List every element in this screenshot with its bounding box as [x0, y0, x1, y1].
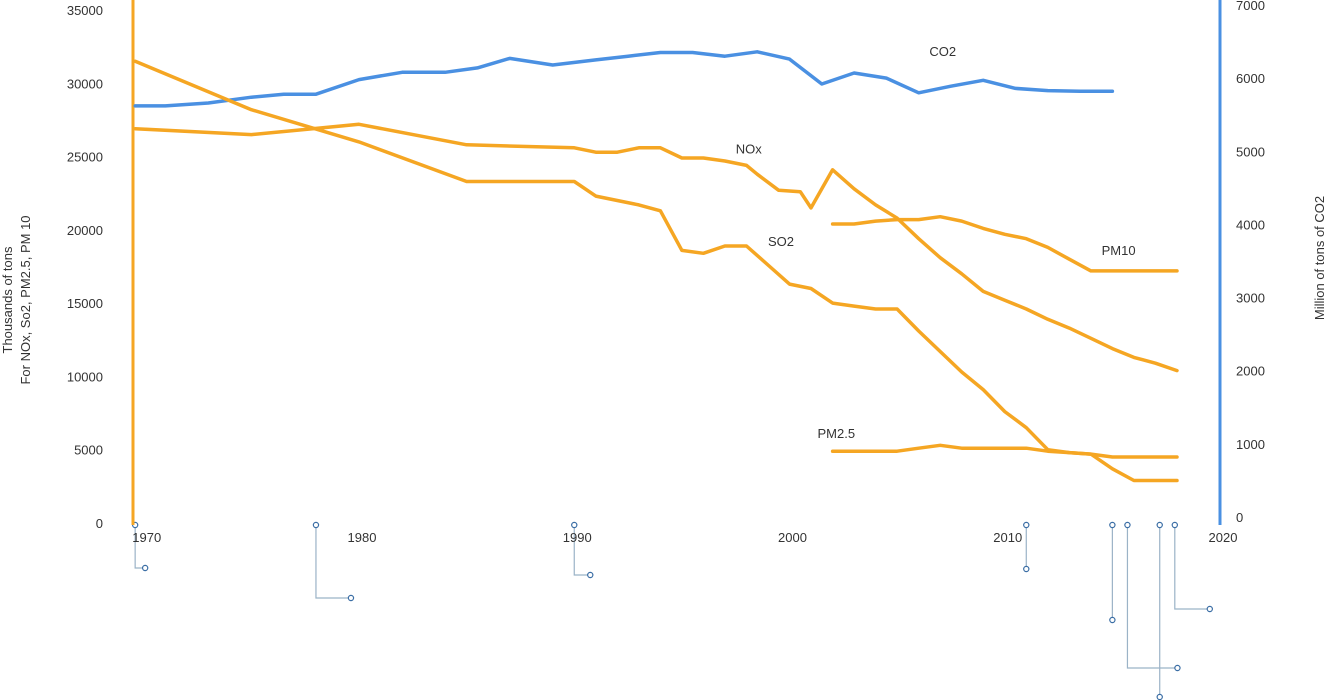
right-tick-label: 4000: [1236, 217, 1265, 232]
series-line-co2[interactable]: [133, 50, 1115, 108]
annotation-end-dot[interactable]: [1109, 616, 1116, 624]
series-label-nox: NOx: [736, 142, 763, 157]
left-tick-label: 15000: [67, 296, 103, 311]
annotation-end-dot[interactable]: [1023, 565, 1030, 573]
x-tick-label: 2020: [1209, 530, 1238, 545]
series-line-pm25[interactable]: [830, 443, 1179, 459]
x-tick-label: 1980: [348, 530, 377, 545]
right-axis: 0 1000 2000 3000 4000 5000 6000 7000: [1218, 0, 1265, 525]
annotation-end-dot[interactable]: [1156, 693, 1163, 700]
series-label-co2: CO2: [929, 44, 956, 59]
annotation-end-dot[interactable]: [141, 564, 149, 572]
right-axis-title: Million of tons of CO2: [1312, 196, 1326, 320]
annotation-anchor-dot[interactable]: [1023, 521, 1030, 529]
annotation-anchor-dot[interactable]: [312, 521, 320, 529]
series-line-pm10[interactable]: [830, 214, 1179, 273]
annotation-anchor-dot[interactable]: [571, 521, 578, 529]
left-axis: 0 5000 10000 15000 20000 25000 30000 35000: [67, 0, 135, 531]
left-axis-title-line2: For NOx, So2, PM2.5, PM 10: [18, 215, 33, 384]
x-tick-label: 2000: [778, 530, 807, 545]
annotation-anchor-dot[interactable]: [1109, 521, 1116, 529]
right-tick-label: 1000: [1236, 437, 1265, 452]
x-axis: 1970 1980 1990 2000 2010 2020: [132, 530, 1237, 545]
annotation-anchor-dot[interactable]: [1156, 521, 1163, 529]
left-tick-label: 30000: [67, 76, 103, 91]
series-label-pm10: PM10: [1102, 243, 1136, 258]
right-tick-label: 2000: [1236, 364, 1265, 379]
left-tick-label: 25000: [67, 150, 103, 165]
annotation-leader: [1174, 525, 1210, 610]
left-tick-label: 20000: [67, 223, 103, 238]
annotation-leader: [573, 525, 591, 576]
right-tick-label: 5000: [1236, 144, 1265, 159]
series-label-so2: SO2: [768, 234, 794, 249]
right-tick-label: 6000: [1236, 71, 1265, 86]
right-tick-label: 0: [1236, 510, 1243, 525]
left-tick-label: 10000: [67, 369, 103, 384]
annotation-leader: [315, 525, 351, 599]
x-tick-label: 1990: [563, 530, 592, 545]
left-tick-label: 0: [96, 516, 103, 531]
left-tick-label: 35000: [67, 3, 103, 18]
annotation-end-dot[interactable]: [347, 594, 355, 602]
annotation-end-dot[interactable]: [1206, 605, 1213, 613]
right-tick-label: 7000: [1236, 0, 1265, 13]
annotation-leader: [1126, 525, 1178, 669]
series-label-pm25: PM2.5: [817, 426, 855, 441]
x-tick-label: 1970: [132, 530, 161, 545]
right-tick-label: 3000: [1236, 291, 1265, 306]
annotation-leader: [134, 525, 146, 569]
annotation-end-dot[interactable]: [587, 571, 594, 579]
left-axis-title-line1: Thousands of tons: [0, 246, 15, 353]
annotation-leaders: [131, 521, 1213, 700]
annotation-anchor-dot[interactable]: [1171, 521, 1178, 529]
series-group: CO2 NOx SO2 PM10 PM2.5: [133, 44, 1179, 483]
x-tick-label: 2010: [993, 530, 1022, 545]
series-line-nox[interactable]: [133, 122, 1179, 373]
series-line-so2[interactable]: [133, 59, 1179, 483]
left-tick-label: 5000: [74, 443, 103, 458]
annotation-end-dot[interactable]: [1174, 664, 1181, 672]
annotation-anchor-dot[interactable]: [1124, 521, 1131, 529]
